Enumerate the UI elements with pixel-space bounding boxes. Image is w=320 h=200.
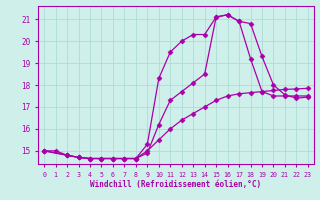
- X-axis label: Windchill (Refroidissement éolien,°C): Windchill (Refroidissement éolien,°C): [91, 180, 261, 189]
